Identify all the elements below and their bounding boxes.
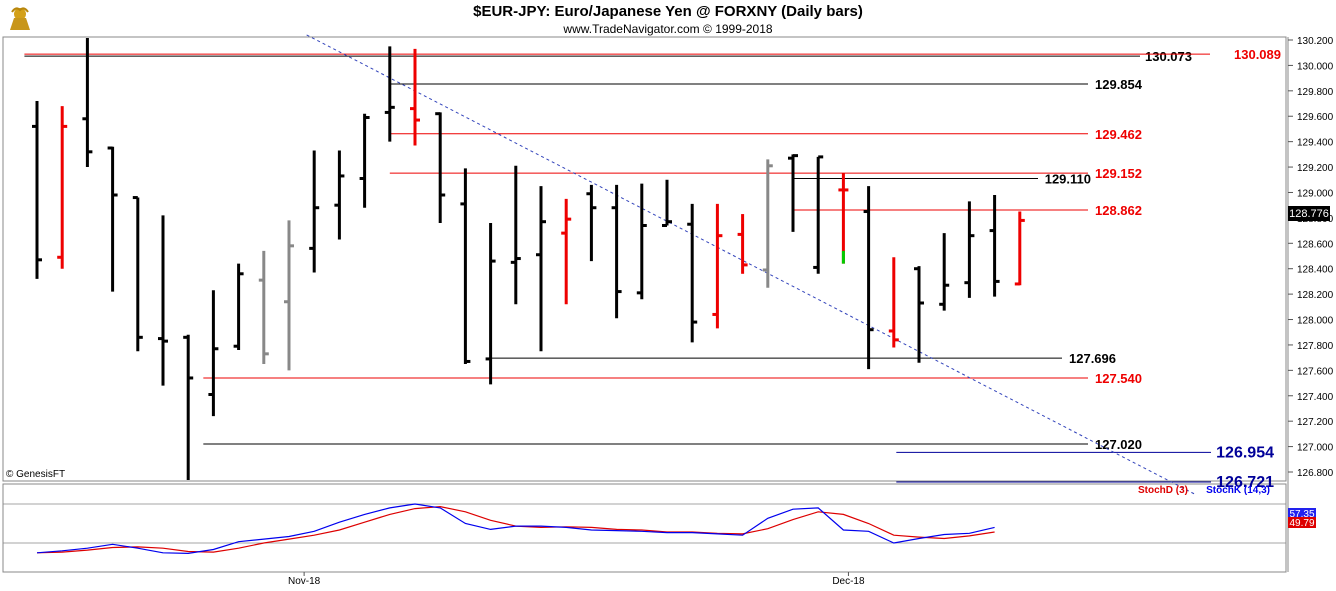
- y-tick-label: 130.200: [1297, 36, 1334, 47]
- level-label: 129.462: [1095, 127, 1142, 142]
- y-tick-label: 129.400: [1297, 138, 1334, 149]
- stoch-d-legend: StochD (3): [1138, 485, 1188, 496]
- stoch-k-value-box: 57.35: [1288, 508, 1316, 520]
- y-tick-label: 127.400: [1297, 392, 1334, 403]
- golden-bull-icon: [10, 7, 30, 30]
- ohlc-bar: [712, 203, 723, 329]
- ohlc-bar: [334, 150, 345, 240]
- chart-title: $EUR-JPY: Euro/Japanese Yen @ FORXNY (Da…: [473, 3, 863, 20]
- y-tick-label: 129.600: [1297, 112, 1334, 123]
- last-price-value: 128.776: [1289, 208, 1329, 220]
- level-label: 129.152: [1095, 166, 1142, 181]
- ohlc-bar: [1014, 211, 1025, 286]
- ohlc-bar: [208, 290, 219, 417]
- ohlc-bar: [964, 201, 975, 298]
- ohlc-bar: [32, 100, 42, 279]
- ohlc-bar: [788, 154, 798, 232]
- ohlc-bar: [939, 233, 950, 311]
- level-label: 127.540: [1095, 371, 1142, 386]
- stoch-k-line: [36, 503, 995, 555]
- stoch-panel-frame: [2, 483, 1287, 573]
- x-tick-label: Nov-18: [288, 576, 321, 587]
- level-label: 129.854: [1095, 77, 1143, 92]
- main-panel-frame: [2, 36, 1287, 482]
- ohlc-bars: [32, 38, 1025, 480]
- ohlc-bar: [762, 159, 773, 288]
- y-tick-label: 129.800: [1297, 87, 1334, 98]
- ohlc-bar: [863, 186, 874, 370]
- level-label: 130.073: [1145, 49, 1192, 64]
- ohlc-bar: [914, 266, 924, 363]
- stoch-d-value-box: 49.79: [1288, 517, 1316, 529]
- ohlc-bar: [662, 179, 672, 228]
- ohlc-bar: [838, 173, 849, 264]
- level-label: 126.954: [1216, 444, 1274, 461]
- y-tick-label: 127.600: [1297, 366, 1334, 377]
- y-tick-label: 127.800: [1297, 341, 1334, 352]
- ohlc-bar: [687, 203, 698, 343]
- ohlc-bar: [485, 222, 496, 385]
- y-tick-label: 128.600: [1297, 239, 1334, 250]
- level-label: 127.020: [1095, 437, 1142, 452]
- ohlc-bar: [410, 48, 420, 146]
- level-label: 128.862: [1095, 203, 1142, 218]
- ohlc-bar: [233, 263, 244, 351]
- y-tick-label: 128.400: [1297, 265, 1334, 276]
- ohlc-bar: [813, 155, 824, 274]
- price-levels: 130.073 130.089 129.854 129.462 129.152 129.1…: [24, 47, 1281, 491]
- level-label: 130.089: [1234, 47, 1281, 62]
- ohlc-bar: [158, 215, 168, 386]
- stochastic-layer: [3, 503, 1286, 555]
- y-tick-label: 128.200: [1297, 290, 1334, 301]
- ohlc-bar: [284, 220, 294, 371]
- stoch-d-value: 49.79: [1289, 518, 1314, 529]
- stoch-k-legend: StochK (14,3): [1206, 485, 1270, 496]
- watermark: © GenesisFT: [6, 469, 65, 480]
- ohlc-bar: [989, 195, 1000, 297]
- y-tick-label: 129.000: [1297, 188, 1334, 199]
- ohlc-bar: [82, 38, 93, 168]
- ohlc-bar: [309, 150, 320, 273]
- stoch-d-line: [36, 505, 995, 554]
- ohlc-bar: [57, 106, 68, 269]
- y-tick-label: 128.000: [1297, 316, 1334, 327]
- chart-subtitle: www.TradeNavigator.com © 1999-2018: [563, 22, 773, 36]
- ohlc-bar: [888, 257, 899, 348]
- ohlc-bar: [510, 165, 521, 305]
- ohlc-bar: [435, 112, 446, 223]
- ohlc-bar: [611, 184, 622, 319]
- ohlc-bar: [636, 183, 647, 300]
- y-tick-label: 126.800: [1297, 468, 1334, 479]
- ohlc-bar: [561, 198, 572, 305]
- bull-logo: [6, 4, 34, 32]
- down-trendline: [306, 34, 1197, 496]
- y-axis: 130.200 130.000 129.800 129.600 129.400 129.2…: [1288, 36, 1334, 479]
- level-label: 127.696: [1069, 351, 1116, 366]
- level-label: 126.721: [1216, 474, 1274, 491]
- ohlc-bar: [737, 214, 748, 274]
- ohlc-bar: [460, 168, 471, 364]
- y-tick-label: 127.200: [1297, 417, 1334, 428]
- stoch-k-value: 57.35: [1289, 509, 1314, 520]
- level-label: 129.110: [1045, 171, 1091, 186]
- last-price-marker: 128.776: [1288, 206, 1330, 221]
- trendline-layer: [306, 34, 1197, 496]
- ohlc-bar: [132, 196, 143, 352]
- y-tick-label: 129.200: [1297, 163, 1334, 174]
- ohlc-bar: [586, 184, 597, 262]
- y-tick-label: 127.000: [1297, 443, 1334, 454]
- ohlc-bar: [258, 250, 269, 364]
- ohlc-bar: [536, 186, 546, 352]
- ohlc-bar: [359, 113, 370, 208]
- ohlc-bar: [183, 334, 194, 480]
- x-axis: Nov-18 Dec-18: [3, 571, 1286, 587]
- x-tick-label: Dec-18: [832, 576, 865, 587]
- ohlc-bar: [384, 46, 395, 142]
- ohlc-bar: [107, 146, 118, 292]
- y-tick-label: 130.000: [1297, 61, 1334, 72]
